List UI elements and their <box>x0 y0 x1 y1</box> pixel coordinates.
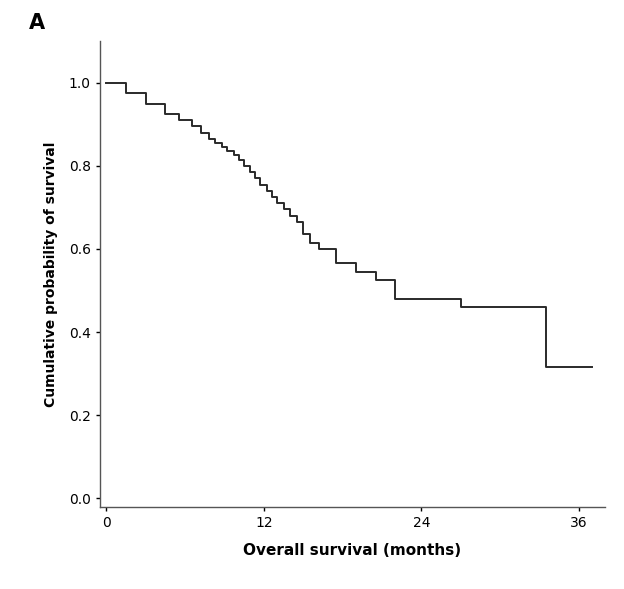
Text: A: A <box>29 14 45 34</box>
Y-axis label: Cumulative probability of survival: Cumulative probability of survival <box>44 141 57 406</box>
X-axis label: Overall survival (months): Overall survival (months) <box>243 544 462 558</box>
